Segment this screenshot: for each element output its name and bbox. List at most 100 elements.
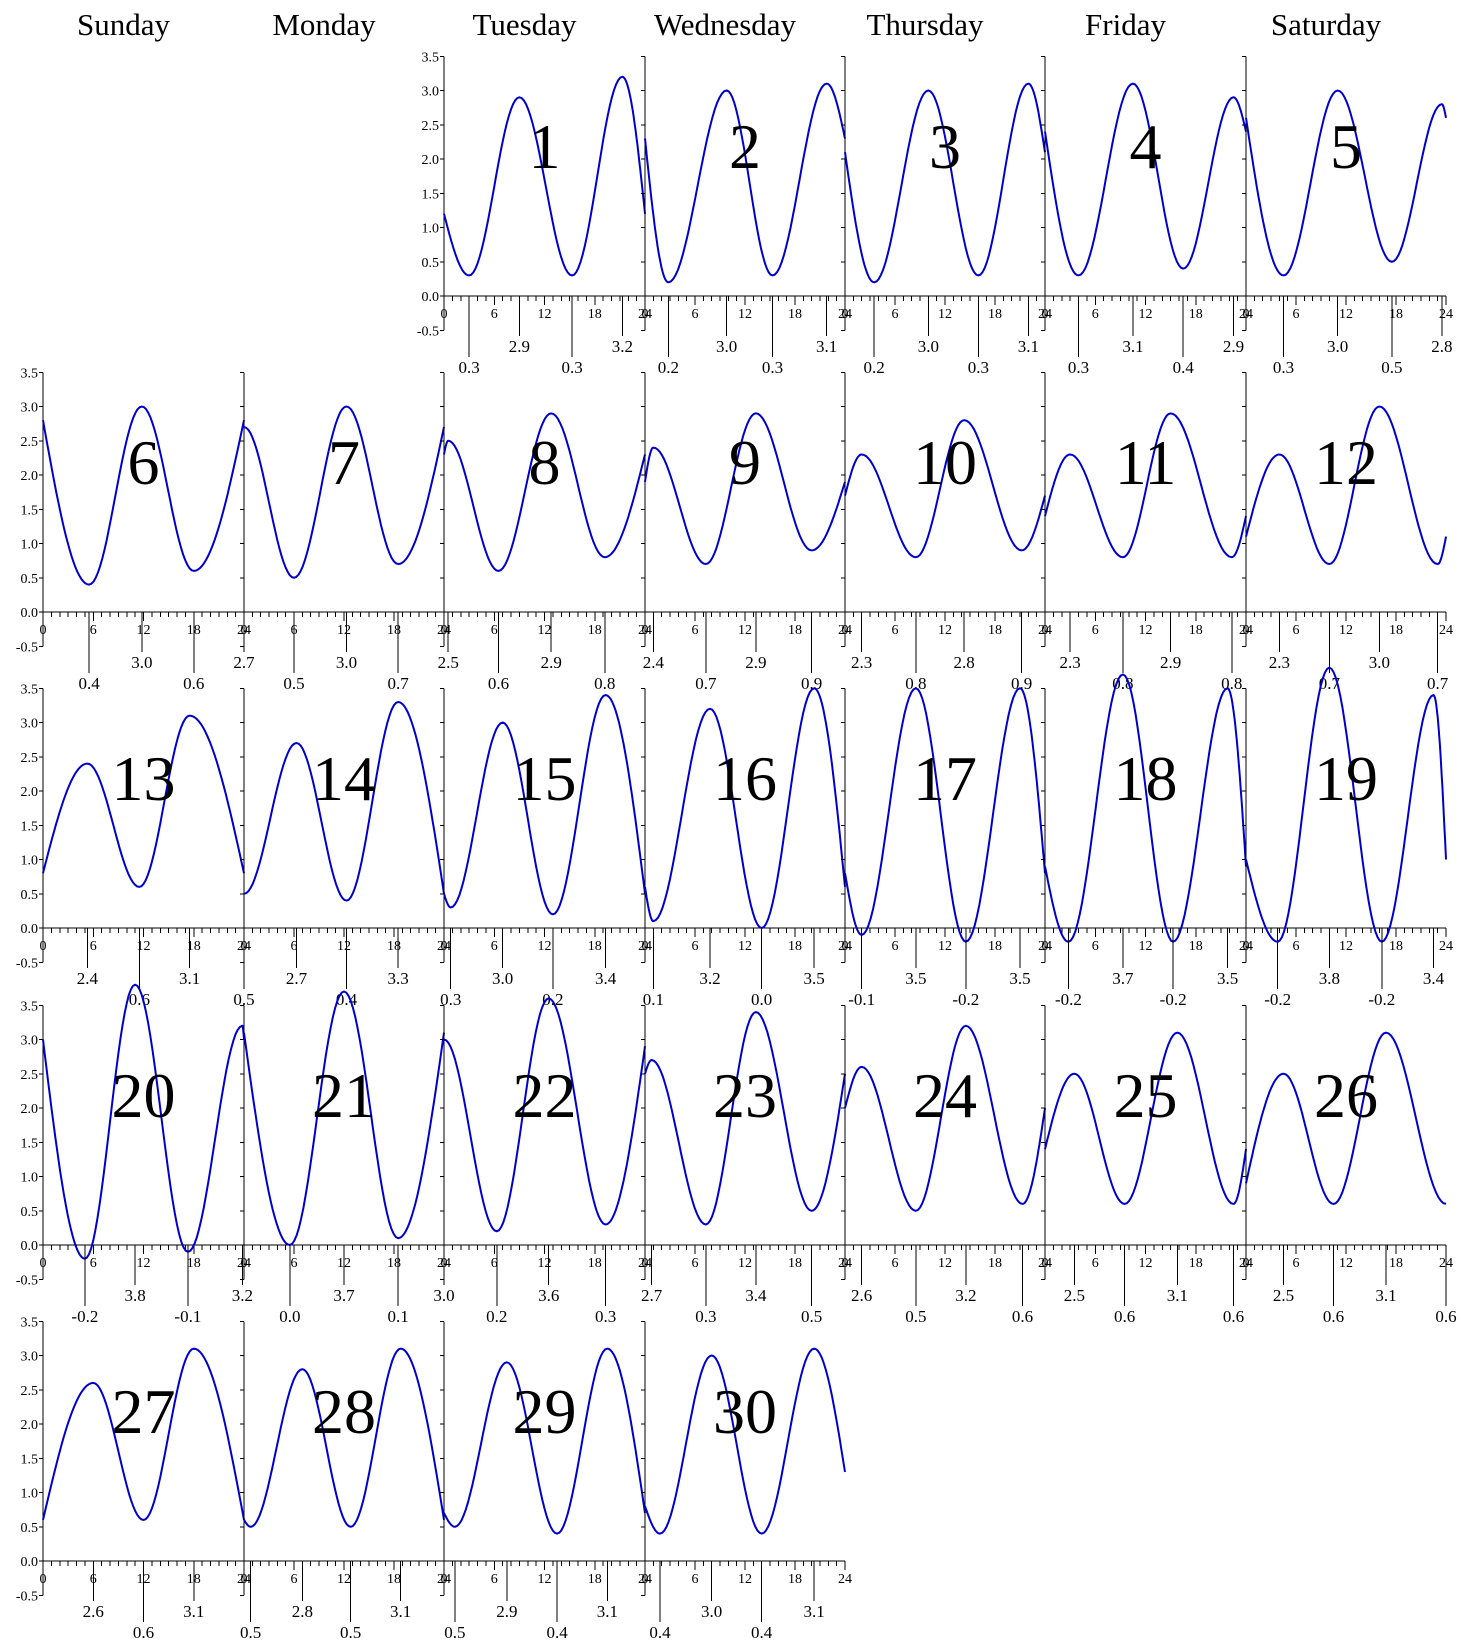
day-cell: 0 6 12 18 240.52.80.53.128 bbox=[240, 1320, 451, 1642]
day-number: 7 bbox=[328, 427, 360, 498]
tide-curve bbox=[1044, 412, 1247, 559]
y-tick-label: 0.0 bbox=[422, 290, 440, 305]
low-tide-label: 0.4 bbox=[751, 1623, 773, 1642]
high-tide-label: 3.7 bbox=[1112, 969, 1134, 988]
x-tick-label: 6 bbox=[491, 307, 498, 322]
y-tick-label: 1.0 bbox=[21, 538, 39, 553]
x-tick-label: 6 bbox=[1293, 623, 1300, 638]
y-tick-label: 3.5 bbox=[21, 366, 39, 381]
x-tick-label: 12 bbox=[137, 939, 151, 954]
high-tide-label: 3.1 bbox=[183, 1602, 204, 1621]
tide-curve bbox=[1245, 405, 1447, 566]
low-tide-label: 0.6 bbox=[1223, 1307, 1244, 1326]
high-tide-label: 3.0 bbox=[918, 337, 939, 356]
x-tick-label: 18 bbox=[788, 623, 802, 638]
low-tide-label: 0.8 bbox=[905, 674, 926, 693]
weekday-label-wednesday: Wednesday bbox=[654, 7, 797, 42]
x-tick-label: 6 bbox=[291, 1256, 298, 1271]
x-tick-label: 0 bbox=[241, 1256, 248, 1271]
y-tick-label: 2.0 bbox=[21, 469, 39, 484]
day-number: 24 bbox=[913, 1060, 977, 1131]
day-number: 30 bbox=[713, 1376, 777, 1447]
tide-curve bbox=[443, 75, 646, 277]
tide-curve bbox=[1044, 1031, 1247, 1205]
low-tide-label: 0.6 bbox=[129, 990, 150, 1009]
high-tide-label: 3.4 bbox=[745, 1286, 767, 1305]
day-cell: 0 6 12 18 242.30.82.80.910 bbox=[841, 371, 1052, 693]
high-tide-label: 2.9 bbox=[1223, 337, 1244, 356]
low-tide-label: 0.5 bbox=[233, 990, 254, 1009]
tide-curve bbox=[844, 419, 1046, 559]
y-tick-label: 0.0 bbox=[21, 606, 39, 621]
x-tick-label: 6 bbox=[1092, 623, 1099, 638]
day-cell: 0 6 12 18 242.50.63.10.625 bbox=[1041, 1004, 1253, 1326]
tide-curve bbox=[644, 1347, 846, 1535]
low-tide-label: 0.2 bbox=[542, 990, 563, 1009]
day-cell: 0 6 12 18 240.23.00.33.13 bbox=[841, 55, 1052, 377]
y-tick-label: 2.0 bbox=[21, 785, 39, 800]
x-tick-label: 6 bbox=[491, 1572, 498, 1587]
weekday-label-sunday: Sunday bbox=[77, 7, 171, 42]
day-cell: -0.50.00.51.01.52.02.53.03.50 6 12 18 24-0.2… bbox=[16, 983, 253, 1326]
high-tide-label: 3.1 bbox=[597, 1602, 618, 1621]
y-tick-label: -0.5 bbox=[16, 956, 38, 971]
x-tick-label: 6 bbox=[692, 307, 699, 322]
tide-curve bbox=[644, 687, 846, 930]
low-tide-label: 0.4 bbox=[1173, 358, 1195, 377]
low-tide-label: 0.2 bbox=[864, 358, 885, 377]
x-tick-label: 6 bbox=[491, 623, 498, 638]
high-tide-label: 2.3 bbox=[1269, 653, 1290, 672]
day-number: 14 bbox=[312, 743, 376, 814]
day-cell: 0 6 12 18 242.70.33.40.523 bbox=[641, 1004, 852, 1326]
x-tick-label: 6 bbox=[1293, 939, 1300, 954]
high-tide-label: 3.1 bbox=[179, 969, 200, 988]
low-tide-label: 0.5 bbox=[283, 674, 304, 693]
low-tide-label: 0.4 bbox=[546, 1623, 568, 1642]
high-tide-label: 3.1 bbox=[390, 1602, 411, 1621]
low-tide-label: 0.5 bbox=[444, 1623, 465, 1642]
tide-curve bbox=[243, 405, 445, 579]
y-tick-label: 0.5 bbox=[422, 256, 440, 271]
high-tide-label: 2.3 bbox=[851, 653, 872, 672]
day-number: 11 bbox=[1115, 427, 1177, 498]
x-tick-label: 12 bbox=[738, 1256, 752, 1271]
x-tick-label: 18 bbox=[387, 1256, 401, 1271]
x-tick-label: 18 bbox=[1189, 623, 1203, 638]
day-number: 3 bbox=[929, 111, 961, 182]
high-tide-label: 2.7 bbox=[641, 1286, 663, 1305]
x-tick-label: 18 bbox=[1189, 307, 1203, 322]
day-cell: 0 6 12 18 240.23.00.33.12 bbox=[641, 55, 852, 377]
day-number: 16 bbox=[713, 743, 777, 814]
x-tick-label: 24 bbox=[1439, 623, 1453, 638]
x-tick-label: 18 bbox=[588, 1572, 602, 1587]
y-tick-label: -0.5 bbox=[16, 640, 38, 655]
x-tick-label: 6 bbox=[692, 1572, 699, 1587]
x-tick-label: 6 bbox=[1092, 1256, 1099, 1271]
x-tick-label: 12 bbox=[1339, 939, 1353, 954]
low-tide-label: 0.9 bbox=[1011, 674, 1032, 693]
x-tick-label: 12 bbox=[738, 307, 752, 322]
y-tick-label: 2.0 bbox=[422, 153, 440, 168]
tide-curve bbox=[1044, 673, 1247, 943]
y-tick-label: 2.0 bbox=[21, 1102, 39, 1117]
x-tick-label: 12 bbox=[1139, 1256, 1153, 1271]
x-tick-label: 0 bbox=[40, 1256, 47, 1271]
high-tide-label: 3.2 bbox=[612, 337, 633, 356]
day-number: 2 bbox=[729, 111, 761, 182]
tide-curve bbox=[644, 1011, 846, 1226]
x-tick-label: 12 bbox=[938, 307, 952, 322]
tide-curve bbox=[42, 714, 245, 888]
x-tick-label: 0 bbox=[642, 1256, 649, 1271]
low-tide-label: 0.7 bbox=[1427, 674, 1449, 693]
day-cell: 0 6 12 18 242.40.72.90.99 bbox=[641, 371, 852, 693]
day-cell: 0 6 12 18 24 0.3 3.0 0.5 2.8 5 bbox=[1242, 55, 1453, 377]
low-tide-label: -0.2 bbox=[1055, 990, 1082, 1009]
x-tick-label: 18 bbox=[1189, 939, 1203, 954]
tide-curve bbox=[443, 412, 646, 572]
x-tick-label: 18 bbox=[387, 939, 401, 954]
day-number: 18 bbox=[1114, 743, 1178, 814]
x-tick-label: 0 bbox=[40, 939, 47, 954]
high-tide-label: 2.9 bbox=[1160, 653, 1181, 672]
low-tide-label: 0.6 bbox=[1114, 1307, 1135, 1326]
day-cell: 0 6 12 18 24-0.23.7-0.23.518 bbox=[1041, 673, 1253, 1009]
